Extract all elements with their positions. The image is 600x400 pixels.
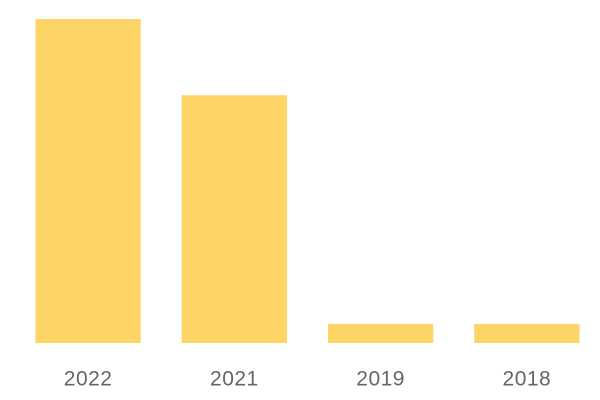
bar (474, 323, 580, 343)
bar (35, 19, 141, 343)
x-tick-label: 2018 (503, 368, 552, 391)
x-tick-label: 2022 (64, 368, 113, 391)
x-tick-label: 2019 (356, 368, 405, 391)
bar (181, 95, 288, 343)
x-tick-label: 2021 (210, 368, 259, 391)
bar (327, 323, 434, 343)
